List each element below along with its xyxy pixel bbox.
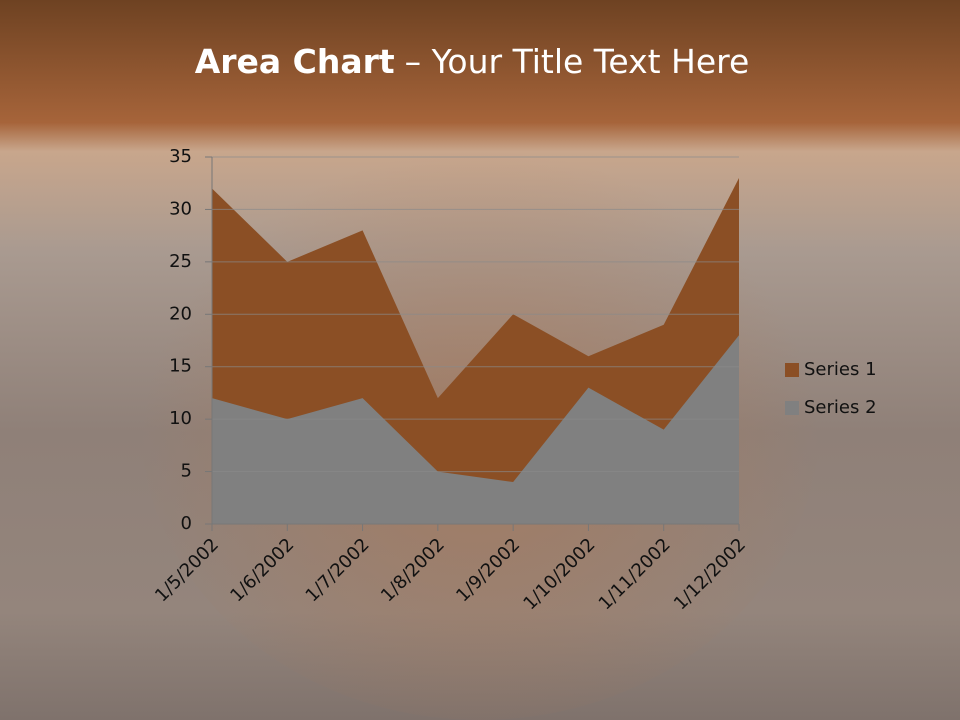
- y-tick-label: 35: [169, 146, 192, 167]
- y-tick-label: 20: [169, 303, 192, 324]
- y-tick-label: 15: [169, 356, 192, 377]
- chart-title: Area Chart – Your Title Text Here: [195, 42, 750, 81]
- y-tick-label: 5: [181, 461, 192, 482]
- y-tick-label: 0: [181, 513, 192, 534]
- title-rest: – Your Title Text Here: [405, 42, 750, 81]
- y-tick-label: 10: [169, 408, 192, 429]
- title-bold: Area Chart: [195, 42, 395, 81]
- area: [212, 335, 739, 524]
- legend-swatch: [785, 401, 799, 415]
- y-tick-label: 25: [169, 251, 192, 272]
- legend-label: Series 1: [804, 359, 877, 380]
- y-tick-label: 30: [169, 198, 192, 219]
- legend-label: Series 2: [804, 397, 877, 418]
- legend-swatch: [785, 363, 799, 377]
